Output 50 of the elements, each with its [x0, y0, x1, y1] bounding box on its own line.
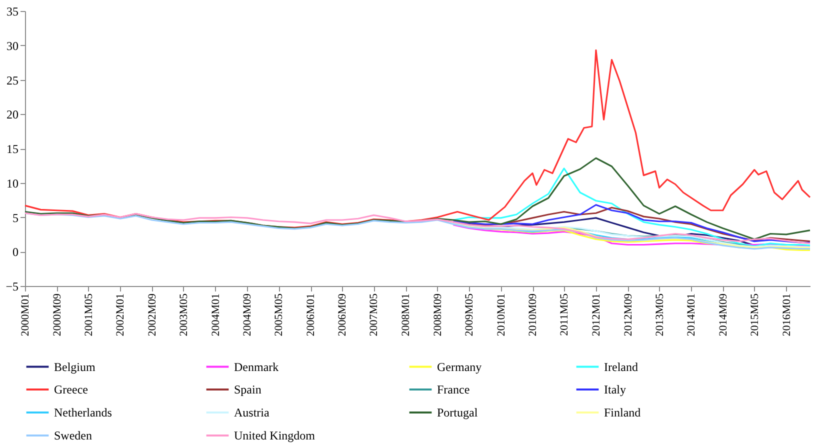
x-tick-label: 2000M01: [20, 294, 32, 336]
legend-label: Ireland: [604, 360, 638, 374]
legend-label: Austria: [234, 406, 270, 420]
y-tick-label: 0: [12, 245, 18, 260]
x-tick-label: 2014M09: [717, 293, 730, 336]
legend-label: Italy: [604, 382, 626, 396]
legend-label: Portugal: [437, 406, 478, 420]
legend-label: United Kingdom: [234, 428, 316, 442]
legend-label: Sweden: [54, 428, 92, 442]
x-tick-label: 2012M09: [622, 293, 634, 336]
x-tick-label: 2007M05: [368, 293, 380, 336]
legend-label: Spain: [234, 382, 262, 396]
line-series: [452, 168, 811, 247]
x-tick-label: 2013M05: [654, 293, 666, 336]
y-tick-label: −5: [6, 280, 18, 294]
x-tick-label: 2011M05: [558, 293, 571, 336]
x-tick-label: 2000M09: [51, 293, 64, 336]
x-tick-label: 2010M01: [495, 294, 508, 336]
legend-label: France: [437, 382, 470, 396]
y-tick-label: 10: [6, 176, 18, 190]
y-tick-label: 5: [12, 210, 18, 225]
line-series: [24, 157, 811, 240]
y-tick-label: 20: [6, 108, 18, 122]
x-tick-label: 2008M09: [432, 293, 444, 336]
x-tick-label: 2004M01: [210, 294, 222, 336]
x-tick-label: 2008M01: [400, 294, 412, 336]
x-tick-label: 2006M09: [336, 293, 349, 336]
legend-label: Finland: [604, 406, 641, 420]
x-tick-label: 2012M01: [590, 294, 602, 336]
x-tick-label: 2010M09: [527, 293, 540, 336]
x-tick-label: 2009M05: [463, 293, 476, 336]
legend-label: Netherlands: [54, 406, 112, 420]
x-tick-label: 2004M09: [242, 293, 254, 336]
x-tick-label: 2001M05: [82, 293, 95, 336]
legend-label: Greece: [54, 382, 88, 396]
legend-label: Denmark: [234, 360, 279, 374]
y-tick-label: 30: [6, 38, 18, 53]
x-tick-label: 2005M05: [273, 293, 286, 336]
x-tick-label: 2015M05: [748, 293, 761, 336]
x-tick-label: 2003M05: [178, 293, 190, 336]
legend-label: Belgium: [54, 360, 96, 374]
x-tick-label: 2016M01: [780, 294, 793, 336]
y-tick-label: 25: [6, 73, 18, 88]
x-tick-label: 2006M01: [305, 294, 318, 336]
y-tick-label: 15: [6, 142, 18, 156]
legend-label: Germany: [437, 360, 482, 374]
y-tick-label: 35: [6, 4, 18, 18]
x-tick-label: 2014M01: [686, 294, 698, 336]
x-tick-label: 2002M01: [114, 294, 127, 336]
x-tick-label: 2002M09: [146, 293, 158, 336]
